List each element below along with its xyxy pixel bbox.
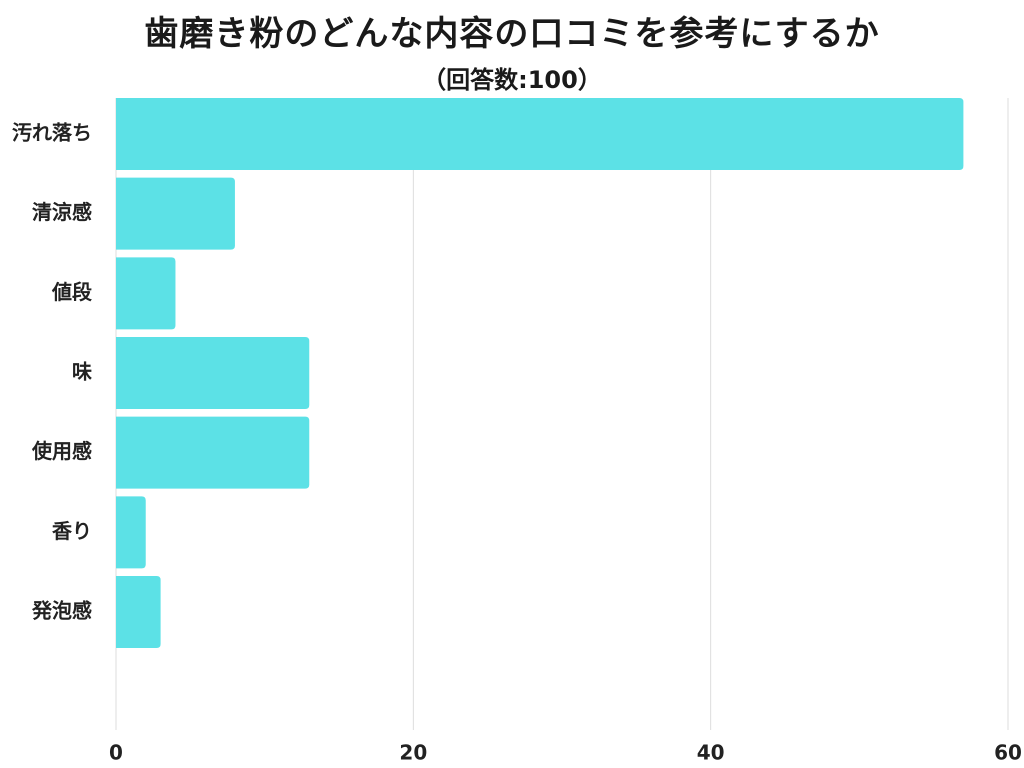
x-tick-label-0: 0: [109, 741, 123, 765]
gridlines: [115, 98, 1009, 730]
bar-5: [116, 416, 310, 489]
x-tick-label-60: 60: [994, 741, 1022, 765]
bar-1: [116, 98, 964, 170]
category-label-6: 香り: [52, 519, 92, 543]
bar-3: [116, 257, 176, 330]
category-label-3: 値段: [51, 280, 92, 304]
chart-subtitle: （回答数:100）: [422, 66, 602, 94]
x-tick-label-40: 40: [697, 741, 725, 765]
bar-7: [116, 576, 161, 649]
category-label-2: 清涼感: [32, 200, 92, 224]
bar-6: [116, 496, 146, 569]
category-label-5: 使用感: [31, 439, 92, 463]
category-label-4: 味: [72, 360, 92, 384]
category-label-1: 汚れ落ち: [12, 121, 92, 145]
x-tick-label-20: 20: [399, 741, 427, 765]
bar-2: [116, 177, 235, 250]
x-tick-labels: 0 20 40 60: [109, 741, 1022, 765]
bars: [116, 98, 964, 649]
category-label-7: 発泡感: [31, 599, 92, 623]
chart-title: 歯磨き粉のどんな内容の口コミを参考にするか: [144, 14, 880, 54]
bar-4: [116, 337, 310, 410]
